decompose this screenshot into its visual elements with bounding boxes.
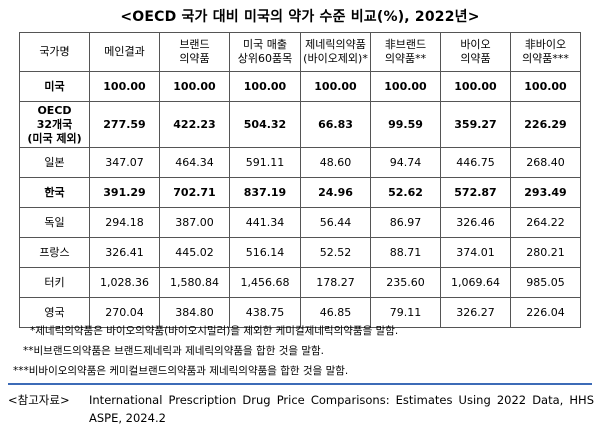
header-country: 국가명 (19, 32, 90, 72)
header-non-brand-drugs: 非브랜드 의약품** (370, 32, 441, 72)
value-cell: 422.23 (159, 101, 230, 148)
value-cell: 100.00 (229, 71, 301, 102)
header-generic-drugs: 제네릭의약품 (바이오제외)* (300, 32, 371, 72)
table-row-uk: 영국 270.04 384.80 438.75 46.85 79.11 326.… (19, 297, 581, 328)
value-cell: 359.27 (440, 101, 511, 148)
value-cell: 326.41 (89, 237, 160, 268)
value-cell: 52.62 (370, 177, 441, 208)
value-cell: 99.59 (370, 101, 441, 148)
country-cell: 독일 (19, 207, 90, 238)
value-cell: 270.04 (89, 297, 160, 328)
table-row-usa: 미국 100.00 100.00 100.00 100.00 100.00 10… (19, 71, 581, 102)
header-brand-drugs: 브랜드 의약품 (159, 32, 230, 72)
value-cell: 702.71 (159, 177, 230, 208)
country-cell: 프랑스 (19, 237, 90, 268)
table-row-korea: 한국 391.29 702.71 837.19 24.96 52.62 572.… (19, 177, 581, 208)
value-cell: 572.87 (440, 177, 511, 208)
value-cell: 280.21 (510, 237, 581, 268)
header-non-bio-drugs: 非바이오 의약품*** (510, 32, 581, 72)
value-cell: 391.29 (89, 177, 160, 208)
value-cell: 94.74 (370, 147, 441, 178)
value-cell: 441.34 (229, 207, 301, 238)
value-cell: 293.49 (510, 177, 581, 208)
divider-line (8, 383, 592, 385)
footnote-non-bio: ***비바이오의약품은 케미컬브랜드의약품과 제네릭의약품을 합한 것을 말함. (13, 365, 349, 377)
value-cell: 446.75 (440, 147, 511, 178)
value-cell: 24.96 (300, 177, 371, 208)
table-header-row: 국가명 메인결과 브랜드 의약품 미국 매출 상위60품목 제네릭의약품 (바이오제외… (19, 32, 581, 72)
country-cell: 미국 (19, 71, 90, 102)
header-top60-us-sales: 미국 매출 상위60품목 (229, 32, 301, 72)
value-cell: 445.02 (159, 237, 230, 268)
value-cell: 591.11 (229, 147, 301, 178)
value-cell: 100.00 (440, 71, 511, 102)
country-cell: 영국 (19, 297, 90, 328)
value-cell: 347.07 (89, 147, 160, 178)
footnote-non-brand: **비브랜드의약품은 브랜드제네릭과 제네릭의약품을 합한 것을 말함. (23, 345, 325, 357)
value-cell: 1,028.36 (89, 267, 160, 298)
table-row-france: 프랑스 326.41 445.02 516.14 52.52 88.71 374… (19, 237, 581, 268)
value-cell: 52.52 (300, 237, 371, 268)
value-cell: 268.40 (510, 147, 581, 178)
value-cell: 100.00 (89, 71, 160, 102)
value-cell: 100.00 (159, 71, 230, 102)
table-row-oecd: OECD 32개국 (미국 제외) 277.59 422.23 504.32 66.… (19, 101, 581, 148)
value-cell: 438.75 (229, 297, 301, 328)
value-cell: 56.44 (300, 207, 371, 238)
price-comparison-table: 국가명 메인결과 브랜드 의약품 미국 매출 상위60품목 제네릭의약품 (바이오제외… (19, 32, 581, 328)
country-cell: OECD 32개국 (미국 제외) (19, 101, 90, 148)
value-cell: 1,580.84 (159, 267, 230, 298)
value-cell: 504.32 (229, 101, 301, 148)
table-row-germany: 독일 294.18 387.00 441.34 56.44 86.97 326.… (19, 207, 581, 238)
value-cell: 66.83 (300, 101, 371, 148)
value-cell: 464.34 (159, 147, 230, 178)
header-bio-drugs: 바이오 의약품 (440, 32, 511, 72)
country-cell: 일본 (19, 147, 90, 178)
value-cell: 374.01 (440, 237, 511, 268)
value-cell: 100.00 (300, 71, 371, 102)
value-cell: 294.18 (89, 207, 160, 238)
value-cell: 326.46 (440, 207, 511, 238)
page-title: <OECD 국가 대비 미국의 약가 수준 비교(%), 2022년> (120, 9, 480, 25)
value-cell: 264.22 (510, 207, 581, 238)
footnote-generic: *제네릭의약품은 바이오의약품(바이오시밀러)을 제외한 케미컬제네릭의약품을 … (30, 325, 399, 337)
value-cell: 326.27 (440, 297, 511, 328)
reference-label: <참고자료> (8, 393, 70, 407)
value-cell: 178.27 (300, 267, 371, 298)
table-row-turkey: 터키 1,028.36 1,580.84 1,456.68 178.27 235… (19, 267, 581, 298)
table-row-japan: 일본 347.07 464.34 591.11 48.60 94.74 446.… (19, 147, 581, 178)
value-cell: 985.05 (510, 267, 581, 298)
value-cell: 837.19 (229, 177, 301, 208)
value-cell: 235.60 (370, 267, 441, 298)
value-cell: 100.00 (370, 71, 441, 102)
value-cell: 88.71 (370, 237, 441, 268)
value-cell: 86.97 (370, 207, 441, 238)
value-cell: 277.59 (89, 101, 160, 148)
country-cell: 한국 (19, 177, 90, 208)
country-cell: 터키 (19, 267, 90, 298)
value-cell: 48.60 (300, 147, 371, 178)
value-cell: 516.14 (229, 237, 301, 268)
header-main-result: 메인결과 (89, 32, 160, 72)
value-cell: 226.29 (510, 101, 581, 148)
value-cell: 1,456.68 (229, 267, 301, 298)
value-cell: 387.00 (159, 207, 230, 238)
value-cell: 1,069.64 (440, 267, 511, 298)
reference-text: International Prescription Drug Price Co… (89, 393, 594, 425)
value-cell: 100.00 (510, 71, 581, 102)
value-cell: 226.04 (510, 297, 581, 328)
